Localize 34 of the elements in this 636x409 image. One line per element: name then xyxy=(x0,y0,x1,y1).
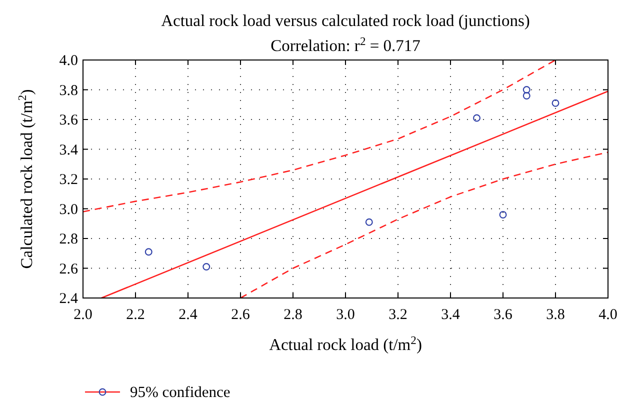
line-series xyxy=(240,152,609,299)
y-tick-label: 2.8 xyxy=(59,232,78,248)
y-tick-label: 3.0 xyxy=(59,202,78,218)
point xyxy=(365,218,373,226)
legend-label: 95% confidence xyxy=(130,384,230,401)
point xyxy=(202,263,210,271)
y-tick-label: 3.4 xyxy=(59,142,78,158)
point xyxy=(144,248,152,256)
point xyxy=(552,99,560,107)
point xyxy=(522,86,530,94)
x-tick-label: 2.2 xyxy=(126,307,145,323)
point xyxy=(473,114,480,122)
point xyxy=(499,210,507,218)
x-tick-label: 3.6 xyxy=(494,307,513,323)
line-series xyxy=(82,59,556,212)
x-tick-label: 3.0 xyxy=(336,307,355,323)
chart-subtitle: Correlation: r$^{2}$ = 0.717 xyxy=(270,36,420,55)
x-tick-label: 4.0 xyxy=(598,307,618,323)
point xyxy=(522,92,530,100)
y-tick-label: 3.8 xyxy=(59,82,78,99)
x-tick-label: 3.2 xyxy=(388,307,408,323)
x-tick-label: 2.6 xyxy=(231,307,250,323)
y-tick-label: 2.6 xyxy=(59,261,78,278)
x-tick-label: 3.8 xyxy=(546,307,565,323)
y-tick-label: 3.2 xyxy=(59,172,78,188)
chart-title: Actual rock load versus calculated rock load (junctions) xyxy=(161,11,530,30)
y-tick-label: 2.4 xyxy=(59,291,78,307)
x-tick-label: 3.4 xyxy=(441,307,460,323)
x-tick-label: 2.4 xyxy=(178,307,198,323)
x-tick-label: 2.0 xyxy=(74,307,92,323)
x-axis-title: Actual rock load (t/m$^{2}$) xyxy=(269,335,422,354)
y-tick-label: 4.0 xyxy=(59,53,78,69)
x-tick-label: 2.8 xyxy=(284,307,302,323)
y-tick-label: 3.6 xyxy=(59,112,78,128)
